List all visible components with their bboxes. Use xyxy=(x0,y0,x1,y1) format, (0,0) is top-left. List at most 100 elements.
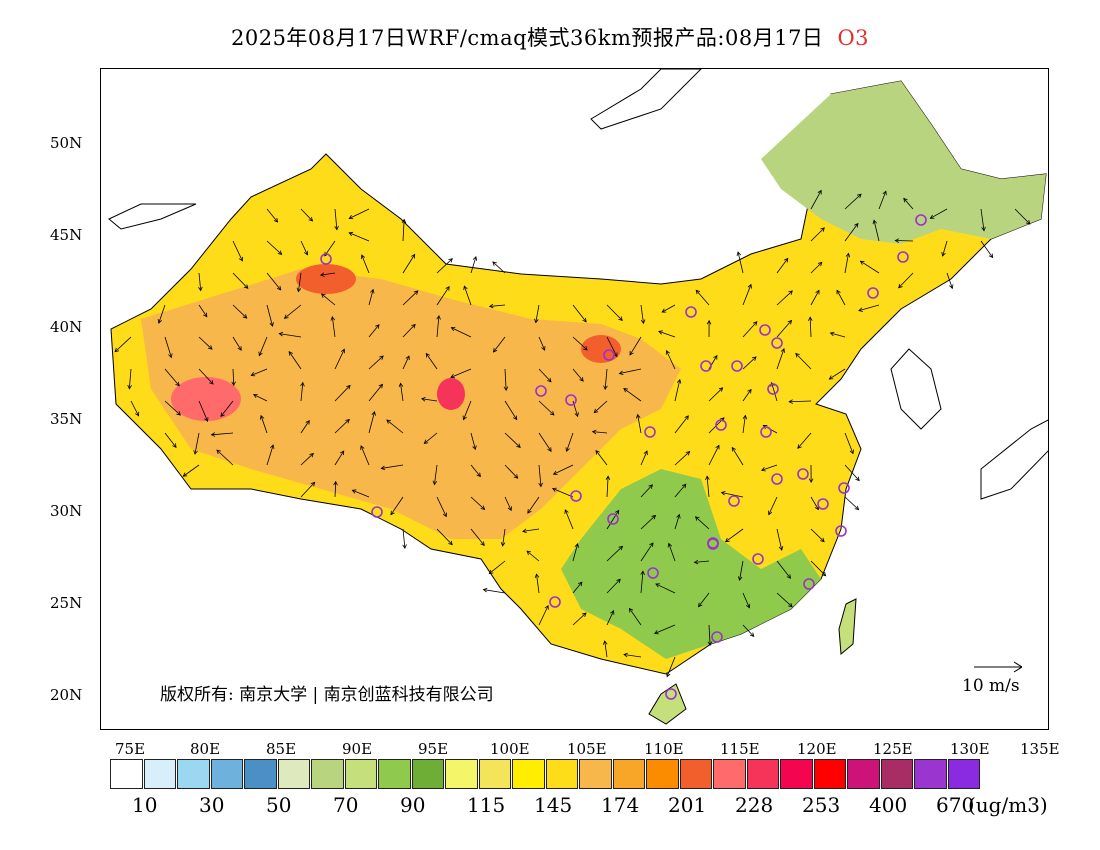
wind-arrow xyxy=(538,464,543,488)
wind-arrow xyxy=(788,399,812,404)
lon-label: 90E xyxy=(342,740,373,758)
wind-arrow xyxy=(595,450,608,466)
wind-arrow xyxy=(368,355,384,370)
wind-arrow xyxy=(300,452,314,466)
station-circle-icon xyxy=(715,419,727,431)
wind-arrow xyxy=(655,583,676,594)
station-circle-icon xyxy=(607,513,619,525)
station-circle-icon xyxy=(565,394,577,406)
wind-arrow xyxy=(572,368,584,382)
station-circle-icon xyxy=(797,468,809,480)
wind-arrow xyxy=(606,304,623,321)
wind-arrow xyxy=(653,624,676,635)
lon-label: 100E xyxy=(490,740,530,758)
wind-arrow xyxy=(606,545,624,562)
wind-arrow xyxy=(386,419,404,434)
wind-arrow xyxy=(420,397,438,402)
wind-arrow xyxy=(470,464,481,478)
wind-arrow xyxy=(742,388,752,402)
colorbar-label: 70 xyxy=(333,793,359,817)
station-circle-icon xyxy=(685,306,697,318)
wind-arrow xyxy=(694,516,710,530)
wind-arrow xyxy=(390,496,404,516)
wind-arrow xyxy=(462,400,472,421)
station-circle-icon xyxy=(915,214,927,226)
wind-arrow xyxy=(402,290,419,306)
wind-arrow xyxy=(182,464,200,477)
wind-arrow xyxy=(259,414,268,434)
wind-arrow xyxy=(288,350,302,370)
wind-arrow xyxy=(737,560,744,581)
wind-arrow xyxy=(232,240,244,262)
wind-arrow xyxy=(538,604,549,626)
station-circle-icon xyxy=(752,553,764,565)
wind-field xyxy=(114,189,1031,678)
wind-arrow xyxy=(776,560,791,579)
hotspot-central xyxy=(437,378,465,410)
sea-outline xyxy=(108,203,197,230)
wind-arrow xyxy=(640,484,653,498)
colorbar-label: 228 xyxy=(735,793,774,817)
wind-arrow xyxy=(492,336,506,353)
wind-arrow xyxy=(450,326,472,338)
wind-arrow xyxy=(164,368,180,387)
wind-reference-label: 10 m/s xyxy=(962,676,1020,696)
lon-label: 130E xyxy=(950,740,990,758)
colorbar-label: 90 xyxy=(400,793,426,817)
wind-arrow xyxy=(198,304,208,318)
wind-arrow xyxy=(232,336,242,351)
wind-arrow xyxy=(436,285,450,306)
wind-arrow xyxy=(720,490,744,498)
lat-label: 40N xyxy=(50,318,83,336)
wind-arrow xyxy=(623,388,642,402)
wind-arrow xyxy=(674,483,687,498)
wind-arrow xyxy=(844,432,854,455)
wind-arrow xyxy=(470,432,477,451)
wind-arrow xyxy=(742,321,758,338)
station-circle-icon xyxy=(665,688,677,700)
station-markers xyxy=(320,214,927,700)
wind-arrow xyxy=(776,257,789,274)
pollutant-label: O3 xyxy=(837,26,870,50)
wind-arrow xyxy=(603,368,608,391)
hotspot-west xyxy=(171,377,241,421)
wind-arrow xyxy=(695,289,710,306)
colorbar-cell xyxy=(813,759,846,789)
wind-arrow xyxy=(658,330,676,338)
wind-arrow xyxy=(572,304,587,323)
map-panel xyxy=(100,68,1049,730)
colorbar-cell xyxy=(579,759,612,789)
colorbar-cell xyxy=(378,759,411,789)
colorbar-label: 400 xyxy=(869,793,908,817)
wind-arrow xyxy=(538,400,555,416)
station-circle-icon xyxy=(867,287,879,299)
wind-arrow xyxy=(210,432,234,437)
wind-arrow xyxy=(334,208,339,231)
colorbar-label: 145 xyxy=(534,793,573,817)
lon-label: 80E xyxy=(190,740,221,758)
wind-arrow xyxy=(736,251,744,274)
wind-arrow xyxy=(193,432,200,455)
station-circle-icon xyxy=(603,349,615,361)
wind-arrow xyxy=(504,464,519,479)
wind-arrow xyxy=(564,509,574,530)
wind-arrow xyxy=(504,400,518,421)
station-circle-icon xyxy=(570,490,582,502)
colorbar-cell xyxy=(110,759,143,789)
lat-label: 25N xyxy=(50,594,83,612)
wind-arrow xyxy=(463,285,472,306)
wind-arrow xyxy=(667,542,676,562)
wind-arrow xyxy=(844,464,860,482)
wind-arrow xyxy=(551,487,574,498)
colorbar-label: 10 xyxy=(132,793,158,817)
wind-arrow xyxy=(423,432,438,444)
wind-arrow xyxy=(320,293,336,306)
wind-arrow xyxy=(503,368,509,392)
map-title: 2025年08月17日WRF/cmaq模式36km预报产品:08月17日 O3 xyxy=(0,22,1100,52)
wind-arrow xyxy=(360,445,370,466)
wind-arrow xyxy=(488,560,506,575)
wind-arrow xyxy=(538,368,552,383)
wind-arrow xyxy=(253,393,268,402)
wind-arrow xyxy=(368,410,376,434)
lon-label: 135E xyxy=(1020,740,1060,758)
